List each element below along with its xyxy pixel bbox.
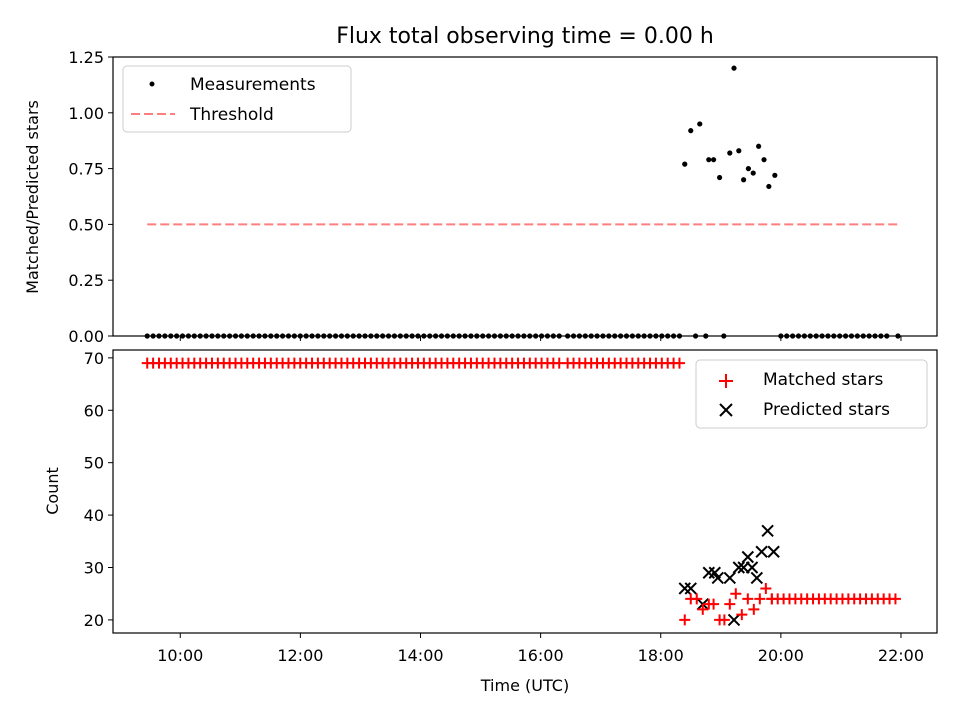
top-y-tick-label: 1.25 (68, 48, 104, 67)
matched-stars-point (754, 593, 766, 605)
predicted-stars-point (723, 571, 737, 585)
top-panel-frame (112, 56, 938, 337)
chart-title: Flux total observing time = 0.00 h (336, 24, 714, 49)
x-tick-label: 18:00 (638, 646, 684, 665)
predicted-stars-point (750, 571, 764, 585)
predicted-stars-point (711, 571, 724, 585)
bottom-y-tick-label: 70 (84, 349, 104, 368)
matched-stars-point (708, 598, 720, 610)
predicted-stars-point (767, 545, 780, 558)
matched-stars-point (742, 593, 754, 605)
measurement-point (766, 183, 772, 190)
predicted-stars-point (745, 561, 759, 574)
x-tick-label: 10:00 (157, 646, 203, 665)
top-y-tick-label: 1.00 (68, 104, 104, 123)
bottom-y-tick-label: 50 (84, 454, 104, 473)
legend-measurements-label: Measurements (190, 75, 316, 95)
measurement-point (706, 157, 712, 163)
x-tick-label: 22:00 (878, 646, 924, 665)
matched-stars-point (889, 593, 901, 605)
bottom-y-tick-label: 30 (84, 558, 104, 577)
measurement-point (750, 170, 756, 176)
bottom-y-axis-label: Count (43, 467, 62, 515)
legend-threshold-label: Threshold (189, 105, 274, 125)
bottom-y-tick-label: 20 (84, 611, 104, 630)
matched-stars-point (760, 582, 772, 594)
matched-stars-point (724, 598, 736, 610)
x-tick-label: 16:00 (518, 646, 564, 665)
measurement-point (688, 128, 694, 134)
measurement-point (756, 143, 762, 149)
measurement-point (727, 150, 733, 156)
top-y-tick-label: 0.50 (68, 215, 104, 234)
predicted-stars-point (684, 582, 697, 595)
measurement-point (682, 161, 688, 167)
matched-stars-point (691, 593, 703, 605)
bottom-y-tick-label: 60 (84, 401, 104, 420)
x-tick-label: 20:00 (758, 646, 804, 665)
top-legend-box (122, 65, 352, 133)
measurement-point (710, 157, 717, 163)
top-panel: 0.00 0.25 0.50 0.75 1.00 1.25 Matched/Predict… (23, 48, 938, 346)
top-y-tick-label: 0.00 (68, 327, 104, 346)
legend-matched-marker (719, 374, 733, 388)
measurement-point (772, 172, 778, 178)
matched-stars-point (679, 614, 691, 626)
legend-matched-label: Matched stars (763, 370, 883, 390)
x-tick-label: 12:00 (277, 646, 323, 665)
matched-stars-point (730, 588, 742, 600)
x-tick-label: 14:00 (397, 646, 443, 665)
matched-stars-point (718, 614, 730, 626)
matched-stars-point (697, 603, 709, 615)
matched-stars-point (748, 603, 760, 615)
measurement-point (741, 177, 747, 183)
top-legend: Measurements Threshold (122, 65, 352, 133)
measurement-point (761, 157, 767, 163)
predicted-stars-point (761, 524, 774, 538)
top-y-axis-label: Matched/Predicted stars (23, 100, 42, 294)
measurement-point (736, 148, 742, 154)
predicted-stars-point (732, 561, 746, 574)
bottom-legend: Matched stars Predicted stars (695, 359, 928, 429)
bottom-panel: 20 30 40 50 60 70 Count Matched stars Predict… (43, 349, 938, 634)
matched-stars-point (673, 357, 685, 369)
legend-predicted-label: Predicted stars (763, 400, 890, 420)
bottom-panel-frame (112, 349, 938, 634)
bottom-y-tick-label: 40 (84, 506, 104, 525)
measurement-point (731, 65, 737, 71)
predicted-stars-point (741, 550, 755, 564)
legend-predicted-marker (719, 403, 733, 417)
matched-stars-point (736, 609, 748, 621)
predicted-stars-point (755, 545, 768, 558)
measurement-point (697, 121, 703, 127)
predicted-stars-point (727, 613, 741, 627)
legend-measurements-marker (149, 81, 155, 87)
bottom-legend-box (695, 359, 928, 429)
measurement-point (716, 174, 723, 181)
top-y-tick-label: 0.25 (68, 271, 104, 290)
top-y-tick-label: 0.75 (68, 160, 104, 179)
matched-stars-point (766, 593, 778, 605)
measurement-point (745, 166, 752, 172)
predicted-stars-point (678, 582, 691, 595)
x-axis-label: Time (UTC) (480, 676, 569, 695)
